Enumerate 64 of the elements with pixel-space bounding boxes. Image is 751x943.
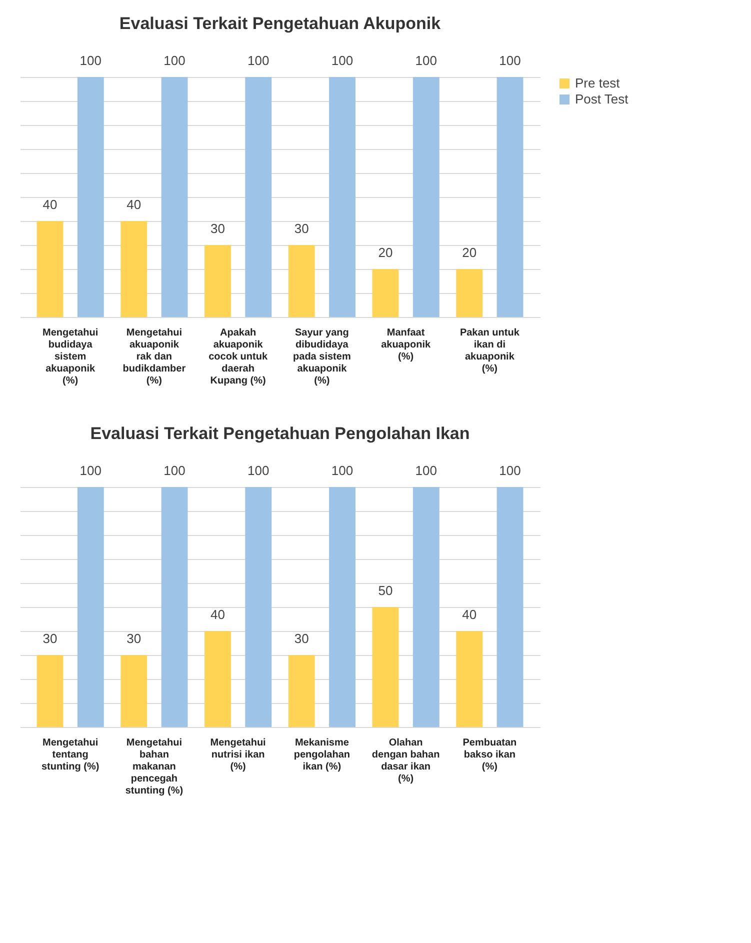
bar (496, 77, 524, 317)
data-label: 20 (378, 245, 393, 260)
bar (456, 269, 483, 317)
data-label: 40 (210, 607, 225, 622)
bar (161, 77, 188, 317)
bar (245, 487, 272, 727)
data-label: 100 (331, 463, 354, 478)
data-label: 100 (248, 463, 270, 478)
data-label: 30 (294, 221, 309, 236)
bar (372, 269, 399, 317)
bar (77, 487, 104, 727)
data-label: 100 (164, 53, 186, 68)
x-tick-label: Olahan dengan bahan dasar ikan (%) (372, 738, 440, 784)
bar (36, 655, 64, 727)
chart-title: Evaluasi Terkait Pengetahuan Pengolahan Ikan (90, 424, 470, 443)
data-label: 30 (294, 631, 309, 646)
bar (329, 487, 356, 727)
data-label: 100 (80, 53, 102, 68)
bar (329, 77, 356, 317)
x-tick-label: Apakah akuaponik cocok untuk daerah Kupang (%) (208, 328, 268, 386)
data-label: 100 (248, 53, 270, 68)
legend-label: Post Test (575, 92, 629, 106)
x-tick-label: Mengetahui bahan makanan pencegah stunting (%) (125, 738, 184, 796)
data-label: 30 (210, 221, 225, 236)
legend-label: Pre test (575, 76, 620, 90)
x-tick-label: Pakan untuk ikan di akuaponik (%) (460, 328, 520, 374)
data-label: 100 (331, 53, 354, 68)
data-label: 30 (42, 631, 58, 646)
bar (496, 487, 524, 727)
data-label: 100 (164, 463, 186, 478)
x-tick-label: Mengetahui tentang stunting (%) (41, 738, 100, 772)
bar (77, 77, 104, 317)
data-label: 100 (499, 53, 521, 68)
bar (245, 77, 272, 317)
data-label: 100 (80, 463, 102, 478)
x-tick-label: Mengetahui akuaponik rak dan budikdamber (%) (122, 328, 186, 386)
x-tick-label: Mengetahui budidaya sistem akuaponik (%) (42, 328, 98, 386)
bar (412, 77, 440, 317)
bar (288, 655, 315, 727)
bar (412, 487, 440, 727)
bar (204, 631, 231, 727)
x-tick-label: Manfaat akuaponik (%) (381, 328, 431, 362)
bar (120, 655, 148, 727)
data-label: 30 (126, 631, 142, 646)
bar (456, 631, 483, 727)
bar (120, 221, 148, 317)
x-tick-label: Mekanisme pengolahan ikan (%) (294, 738, 350, 772)
x-tick-label: Pembuatan bakso ikan (%) (462, 738, 517, 772)
data-label: 20 (462, 245, 477, 260)
bar (372, 607, 399, 727)
data-label: 100 (415, 53, 437, 68)
bar (36, 221, 64, 317)
data-label: 100 (415, 463, 437, 478)
bar (288, 245, 315, 317)
data-label: 40 (126, 197, 142, 212)
bar (204, 245, 231, 317)
data-label: 40 (42, 197, 58, 212)
data-label: 100 (499, 463, 521, 478)
x-tick-label: Mengetahui nutrisi ikan (%) (210, 738, 266, 772)
chart-title: Evaluasi Terkait Pengetahuan Akuponik (119, 14, 442, 33)
x-tick-label: Sayur yang dibudidaya pada sistem akuaponik (%) (293, 328, 351, 386)
data-label: 40 (462, 607, 477, 622)
bar (161, 487, 188, 727)
data-label: 50 (378, 583, 393, 598)
